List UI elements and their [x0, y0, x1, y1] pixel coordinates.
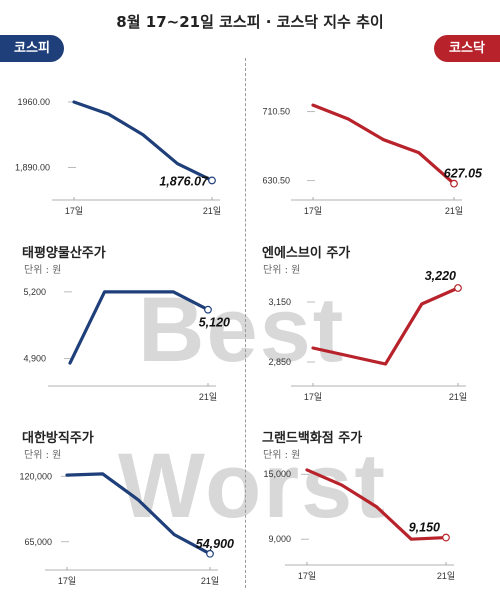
y-tick-label-taepyeongyang: 4,900	[23, 354, 46, 364]
series-line-kosdaq	[311, 103, 456, 186]
unit-label-nsv: 단위 : 원	[263, 265, 301, 276]
x-tick-label-kosdaq: 17일	[304, 206, 322, 216]
x-tick-label-daehan: 21일	[201, 576, 219, 586]
x-tick-label-nsv: 17일	[304, 392, 322, 402]
end-point-marker-taepyeongyang	[204, 305, 212, 314]
end-value-label-kospi: 1,876.07	[159, 174, 209, 188]
center-divider	[245, 58, 246, 588]
y-tick-label-nsv: 2,850	[268, 357, 291, 367]
stock-title-daehan: 대한방직주가	[22, 431, 94, 446]
y-tick-label-kospi: 1960.00	[17, 97, 50, 107]
end-point-marker-nsv	[454, 284, 462, 292]
end-value-label-kosdaq: 627.05	[444, 167, 483, 181]
end-point-marker-kosdaq	[450, 179, 458, 188]
x-tick-label-kospi: 17일	[65, 206, 83, 216]
y-tick-label-daehan: 120,000	[19, 471, 52, 481]
y-tick-label-grand: 15,000	[263, 469, 291, 479]
y-tick-label-kospi: 1,890.00	[15, 162, 50, 172]
y-tick-label-kosdaq: 630.50	[262, 176, 290, 186]
y-tick-label-grand: 9,000	[268, 534, 291, 544]
end-value-label-grand: 9,150	[409, 521, 440, 535]
kosdaq-tag: 코스닥	[434, 35, 500, 62]
end-value-label-daehan: 54,900	[196, 537, 234, 551]
y-tick-label-kosdaq: 710.50	[262, 107, 290, 117]
unit-label-taepyeongyang: 단위 : 원	[24, 265, 62, 276]
unit-label-grand: 단위 : 원	[263, 450, 301, 461]
series-line-taepyeongyang	[68, 290, 210, 365]
x-tick-label-taepyeongyang: 21일	[199, 392, 217, 402]
y-tick-label-daehan: 65,000	[24, 537, 52, 547]
series-line-grand	[305, 468, 448, 541]
x-tick-label-kospi: 21일	[203, 206, 221, 216]
end-point-marker-grand	[442, 533, 450, 542]
series-line-kospi	[72, 100, 214, 183]
unit-label-daehan: 단위 : 원	[24, 450, 62, 461]
end-value-label-taepyeongyang: 5,120	[199, 316, 230, 330]
stock-title-taepyeongyang: 태평양물산주가	[22, 246, 106, 261]
stock-title-grand: 그랜드백화점 주가	[262, 431, 363, 446]
series-line-daehan	[65, 472, 212, 556]
kospi-tag: 코스피	[0, 35, 64, 62]
y-tick-label-nsv: 3,150	[268, 297, 291, 307]
x-tick-label-grand: 17일	[298, 571, 316, 581]
stock-title-nsv: 엔에스브이 주가	[262, 246, 351, 261]
series-line-nsv	[311, 286, 460, 366]
end-point-marker-daehan	[206, 549, 214, 558]
x-tick-label-nsv: 21일	[449, 392, 467, 402]
x-tick-label-daehan: 17일	[58, 576, 76, 586]
x-tick-label-grand: 21일	[437, 571, 455, 581]
page-title: 8월 17~21일 코스피 · 코스닥 지수 추이	[116, 13, 384, 31]
end-point-marker-kospi	[208, 176, 216, 185]
y-tick-label-taepyeongyang: 5,200	[23, 287, 46, 297]
x-tick-label-kosdaq: 21일	[445, 206, 463, 216]
end-value-label-nsv: 3,220	[425, 269, 456, 283]
